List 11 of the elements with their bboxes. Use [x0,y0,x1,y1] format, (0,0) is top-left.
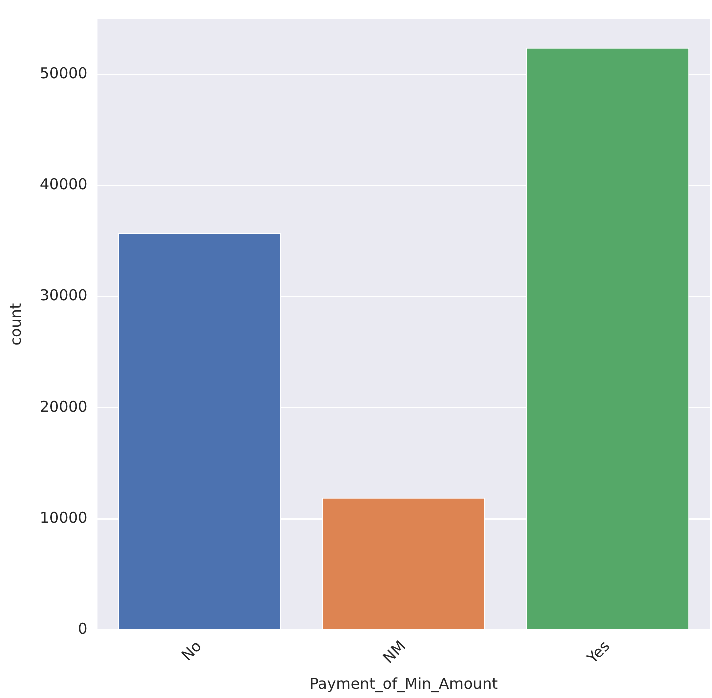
y-tick-label: 30000 [40,286,88,305]
y-axis-title: count [6,303,25,346]
x-tick-label: Yes [582,637,614,668]
y-tick-label: 0 [78,620,88,638]
x-tick-label: NM [380,637,410,668]
y-tick-label: 50000 [40,64,88,82]
y-tick-label: 40000 [40,176,88,194]
y-tick-label: 20000 [40,398,88,416]
y-tick-label: 10000 [40,508,88,527]
x-tick-label: No [178,637,206,665]
x-axis-title: Payment_of_Min_Amount [310,674,498,693]
